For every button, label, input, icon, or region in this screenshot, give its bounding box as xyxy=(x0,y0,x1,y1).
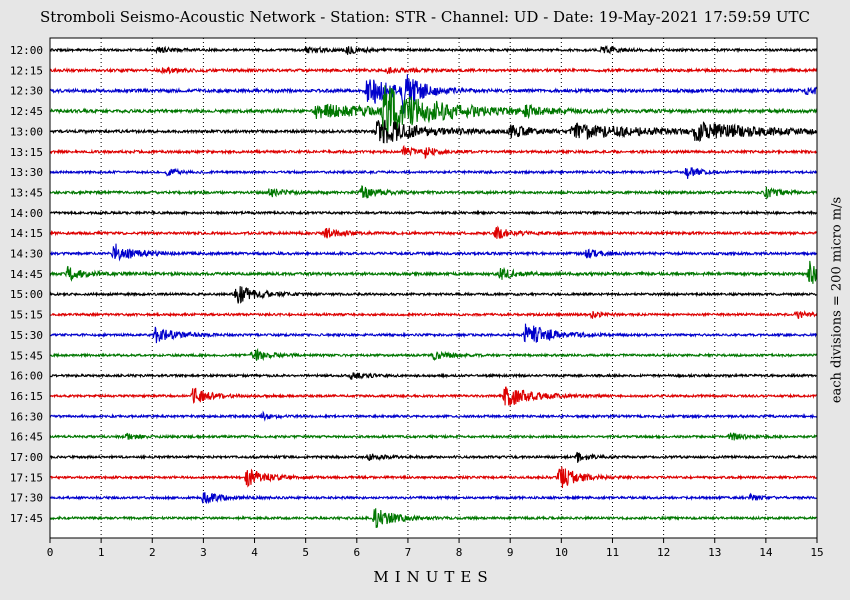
trace-time-label: 14:45 xyxy=(10,268,43,281)
seismic-trace xyxy=(49,209,818,217)
trace-time-label: 16:00 xyxy=(10,370,43,383)
x-tick-label: 0 xyxy=(47,546,54,559)
x-tick-label: 2 xyxy=(149,546,156,559)
x-tick-label: 6 xyxy=(353,546,360,559)
trace-time-label: 15:00 xyxy=(10,288,43,301)
trace-time-label: 15:45 xyxy=(10,349,43,362)
trace-time-label: 12:15 xyxy=(10,64,43,77)
seismic-trace xyxy=(49,451,818,463)
x-tick-label: 14 xyxy=(759,546,773,559)
x-tick-label: 1 xyxy=(98,546,105,559)
trace-time-label: 15:15 xyxy=(10,309,43,322)
trace-time-label: 17:00 xyxy=(10,451,43,464)
seismic-trace xyxy=(49,185,818,200)
x-axis-label: MINUTES xyxy=(373,568,494,586)
x-tick-label: 3 xyxy=(200,546,207,559)
trace-time-label: 17:30 xyxy=(10,492,43,505)
seismic-trace xyxy=(49,323,818,344)
seismic-trace xyxy=(49,44,818,55)
trace-time-label: 15:30 xyxy=(10,329,43,342)
seismic-trace xyxy=(49,492,818,505)
trace-time-label: 12:30 xyxy=(10,85,43,98)
seismic-trace xyxy=(49,260,818,284)
seismic-trace xyxy=(49,144,818,160)
trace-time-label: 16:15 xyxy=(10,390,43,403)
seismic-trace xyxy=(49,372,818,381)
x-tick-label: 11 xyxy=(606,546,619,559)
seismic-trace xyxy=(49,119,818,144)
seismic-trace xyxy=(49,243,818,262)
x-tick-label: 7 xyxy=(405,546,412,559)
x-tick-label: 5 xyxy=(302,546,309,559)
seismic-trace xyxy=(49,66,818,75)
seismic-trace xyxy=(49,286,818,304)
x-tick-label: 10 xyxy=(555,546,568,559)
x-tick-label: 13 xyxy=(708,546,721,559)
seismic-trace xyxy=(49,410,818,422)
trace-time-label: 12:00 xyxy=(10,44,43,57)
seismic-trace xyxy=(49,225,818,239)
seismic-trace xyxy=(49,85,818,137)
seismic-trace xyxy=(49,386,818,406)
x-tick-label: 4 xyxy=(251,546,258,559)
trace-time-label: 13:45 xyxy=(10,186,43,199)
seismic-trace xyxy=(49,432,818,441)
chart-title: Stromboli Seismo-Acoustic Network - Stat… xyxy=(40,8,810,26)
trace-time-label: 16:45 xyxy=(10,431,43,444)
x-tick-label: 9 xyxy=(507,546,514,559)
seismic-trace xyxy=(49,166,818,179)
trace-time-label: 12:45 xyxy=(10,105,43,118)
trace-time-label: 16:30 xyxy=(10,410,43,423)
trace-time-label: 13:00 xyxy=(10,125,43,138)
trace-time-label: 13:30 xyxy=(10,166,43,179)
seismic-trace xyxy=(49,74,818,116)
seismic-trace xyxy=(49,508,818,528)
seismic-trace xyxy=(49,310,818,320)
trace-time-label: 13:15 xyxy=(10,146,43,159)
seismic-trace xyxy=(49,347,818,362)
plot-area xyxy=(50,38,817,538)
trace-time-label: 14:30 xyxy=(10,248,43,261)
y-axis-label: each divisions = 200 micro m/s xyxy=(829,196,845,404)
plot-frame xyxy=(49,37,818,539)
trace-time-label: 14:00 xyxy=(10,207,43,220)
x-tick-label: 15 xyxy=(810,546,823,559)
x-tick-label: 12 xyxy=(657,546,670,559)
seismic-trace xyxy=(49,466,818,489)
x-tick-label: 8 xyxy=(456,546,463,559)
trace-time-label: 17:15 xyxy=(10,471,43,484)
trace-time-label: 17:45 xyxy=(10,512,43,525)
trace-time-label: 14:15 xyxy=(10,227,43,240)
